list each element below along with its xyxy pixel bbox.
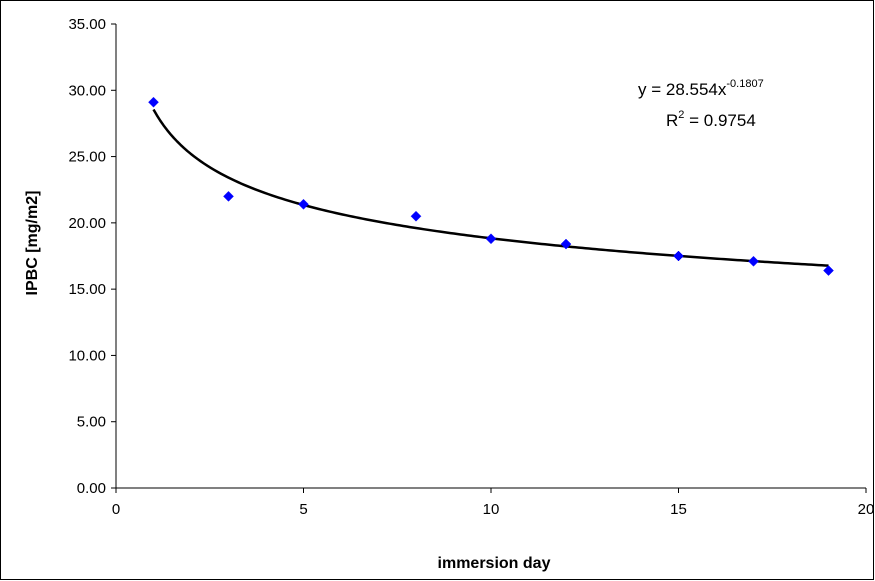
y-axis: 0.00 5.00 10.00 15.00 20.00 25.00 30.00 35.00	[68, 16, 117, 497]
data-point-marker	[148, 96, 159, 108]
y-tick-label: 5.00	[77, 414, 106, 431]
data-point-marker	[823, 265, 834, 276]
data-points	[148, 96, 834, 276]
x-tick-label: 20	[858, 501, 875, 518]
r-squared-base: R	[666, 111, 678, 130]
x-tick-label: 15	[670, 501, 687, 518]
data-point-marker	[560, 238, 572, 250]
data-point-marker	[298, 198, 309, 210]
y-tick-label: 30.00	[68, 82, 106, 99]
y-tick-label: 0.00	[77, 480, 106, 497]
y-tick-label: 15.00	[68, 281, 106, 298]
y-axis-title: IPBC [mg/m2]	[24, 191, 41, 296]
trendline-equation: y = 28.554x-0.1807	[638, 78, 764, 99]
x-axis: 0 5 10 15 20	[112, 487, 875, 518]
x-tick-label: 5	[299, 501, 307, 518]
y-tick-label: 20.00	[68, 215, 106, 232]
data-point-marker	[748, 255, 759, 267]
x-axis-title: immersion day	[438, 555, 551, 572]
x-tick-label: 10	[483, 501, 500, 518]
y-tick-label: 25.00	[68, 149, 106, 166]
x-tick-label: 0	[112, 501, 120, 518]
data-point-marker	[410, 210, 422, 222]
equation-base: y = 28.554x	[638, 80, 727, 99]
equation-exponent: -0.1807	[726, 78, 763, 90]
data-point-marker	[673, 250, 684, 262]
y-tick-label: 10.00	[68, 347, 106, 364]
r-squared-value: = 0.9754	[684, 111, 755, 130]
y-tick-label: 35.00	[68, 16, 106, 33]
r-squared-label: R2 = 0.9754	[666, 109, 756, 130]
r-squared-exponent: 2	[678, 109, 684, 121]
data-point-marker	[223, 190, 234, 202]
data-point-marker	[485, 233, 497, 245]
